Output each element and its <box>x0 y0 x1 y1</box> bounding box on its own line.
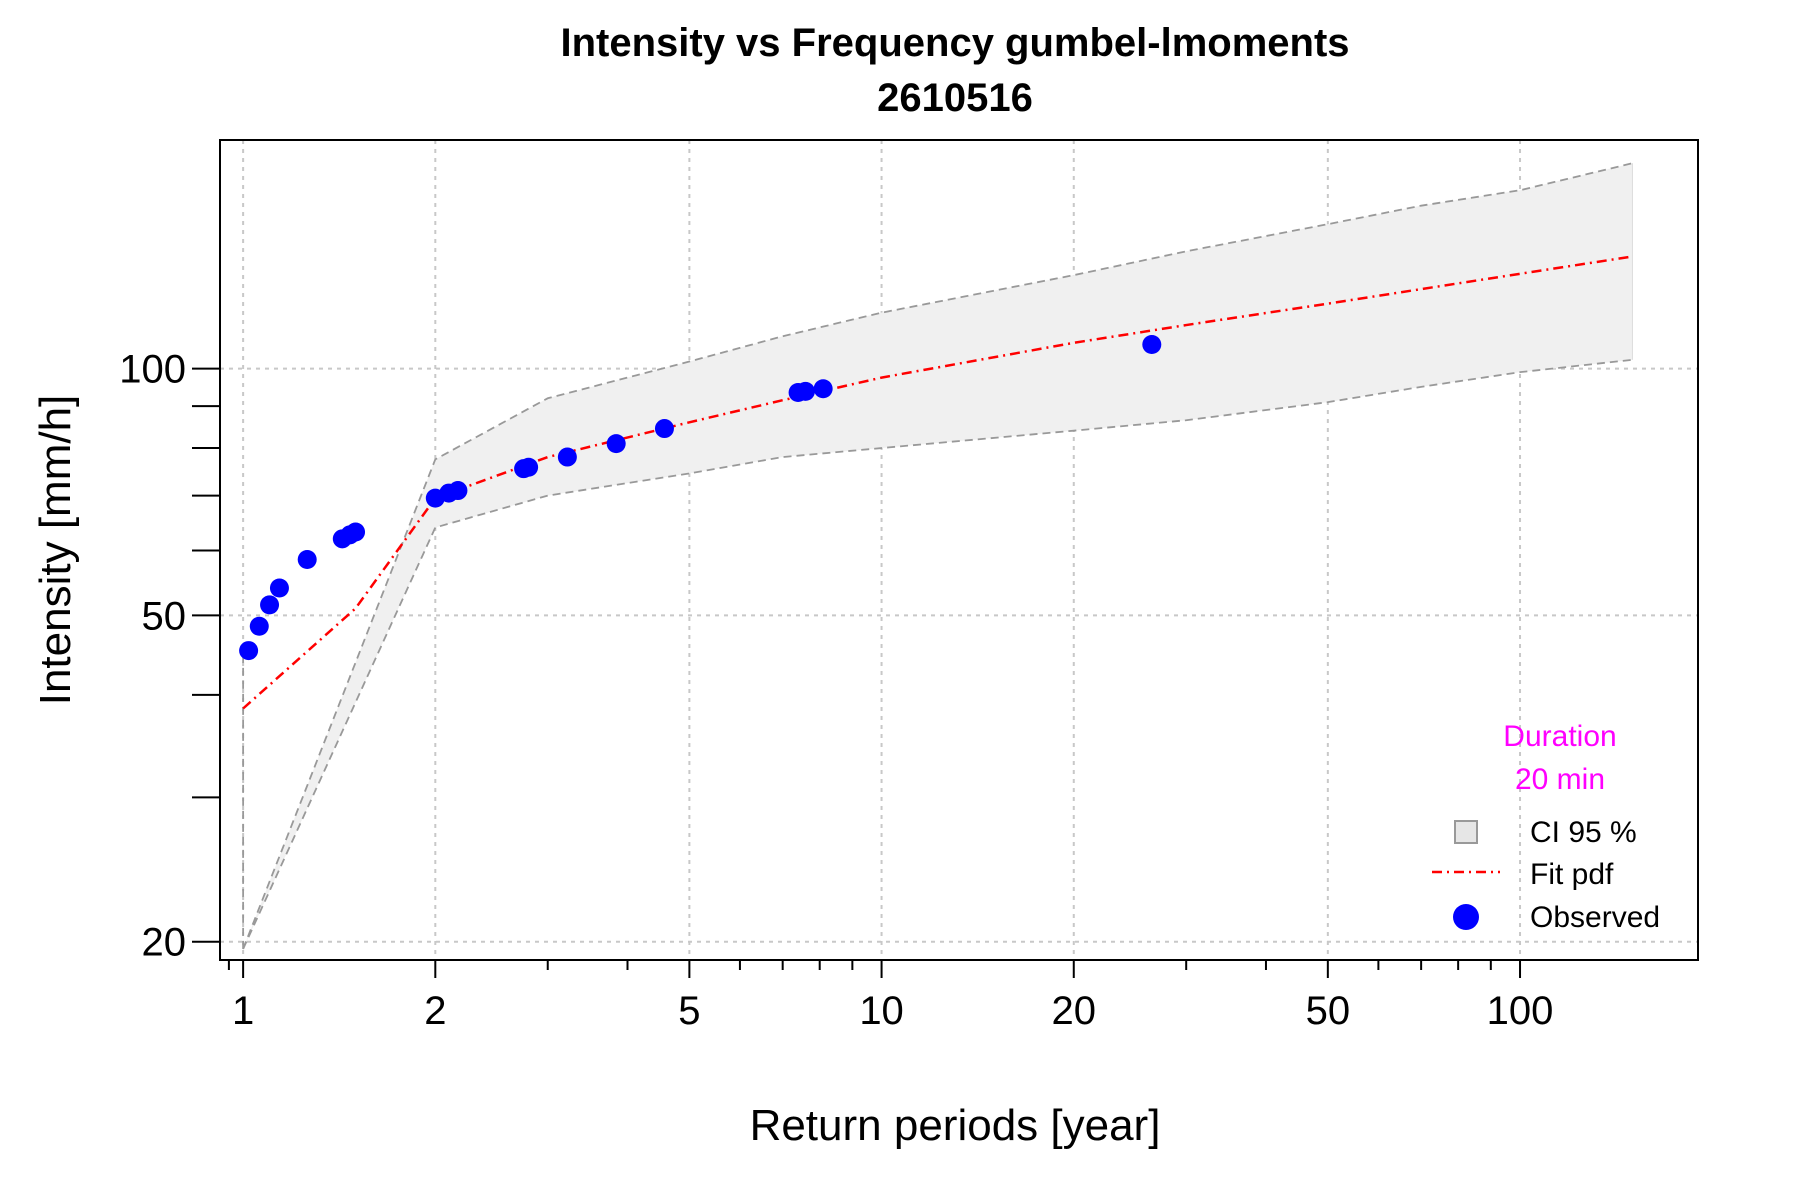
x-axis-label: Return periods [year] <box>750 1101 1161 1150</box>
duration-label: Duration <box>1503 720 1616 753</box>
legend-observed-swatch <box>1453 904 1479 930</box>
ci-lower-line <box>242 358 1633 950</box>
x-tick-label-3: 10 <box>859 989 904 1033</box>
ci-band <box>242 162 1633 950</box>
x-tick-label-5: 50 <box>1306 989 1351 1033</box>
observed-point-13 <box>557 447 577 467</box>
observed-point-7 <box>346 522 366 542</box>
x-tick-label-0: 1 <box>232 989 254 1033</box>
x-tick-label-1: 2 <box>424 989 446 1033</box>
observed-point-15 <box>654 419 674 439</box>
observed-point-19 <box>1142 334 1162 354</box>
duration-value: 20 min <box>1515 763 1605 796</box>
y-tick-label-1: 50 <box>142 594 187 638</box>
x-tick-label-6: 100 <box>1487 989 1554 1033</box>
x-tick-label-4: 20 <box>1052 989 1097 1033</box>
observed-point-12 <box>519 457 539 477</box>
observed-point-14 <box>606 434 626 454</box>
observed-point-10 <box>448 481 468 501</box>
legend-fit-label: Fit pdf <box>1530 858 1614 891</box>
observed-point-17 <box>795 381 815 401</box>
ci-upper-line <box>242 162 1633 950</box>
observed-point-4 <box>297 550 317 570</box>
x-axis: 1 2 5 10 20 50 100 <box>227 960 1554 1033</box>
y-axis: 20 50 100 <box>119 348 220 965</box>
x-tick-label-2: 5 <box>678 989 700 1033</box>
legend: CI 95 % Fit pdf Observed <box>1432 816 1660 934</box>
legend-ci-swatch <box>1454 820 1478 844</box>
observed-point-0 <box>239 641 259 661</box>
observed-point-18 <box>813 379 833 399</box>
chart-subtitle: 2610516 <box>877 76 1033 120</box>
y-tick-label-0: 20 <box>142 921 187 965</box>
observed-point-3 <box>269 578 289 598</box>
chart-title: Intensity vs Frequency gumbel-lmoments <box>560 21 1349 65</box>
legend-ci-label: CI 95 % <box>1530 816 1637 849</box>
y-tick-label-2: 100 <box>119 348 186 392</box>
y-axis-label: Intensity [mm/h] <box>31 395 80 706</box>
legend-observed-label: Observed <box>1530 901 1660 934</box>
observed-point-1 <box>249 616 269 636</box>
ci-band-area <box>243 163 1633 949</box>
observed-points <box>239 334 1162 661</box>
observed-point-2 <box>260 595 280 615</box>
